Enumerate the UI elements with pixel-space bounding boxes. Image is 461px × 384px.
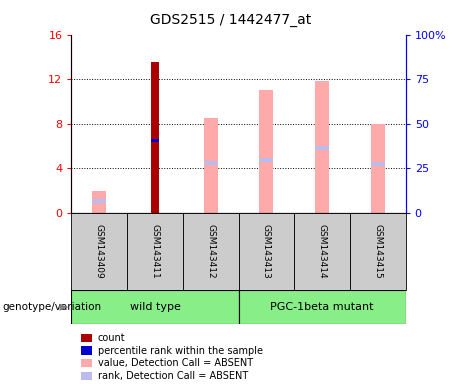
- Text: GSM143412: GSM143412: [206, 224, 215, 279]
- Text: rank, Detection Call = ABSENT: rank, Detection Call = ABSENT: [98, 371, 248, 381]
- FancyBboxPatch shape: [238, 213, 294, 290]
- Bar: [204, 118, 218, 213]
- Text: value, Detection Call = ABSENT: value, Detection Call = ABSENT: [98, 358, 253, 368]
- FancyBboxPatch shape: [71, 290, 238, 324]
- Bar: [92, 199, 106, 203]
- Bar: [260, 90, 273, 213]
- Text: PGC-1beta mutant: PGC-1beta mutant: [270, 302, 374, 312]
- Text: GSM143413: GSM143413: [262, 224, 271, 279]
- Bar: [204, 161, 218, 165]
- Text: GSM143415: GSM143415: [373, 224, 382, 279]
- FancyBboxPatch shape: [183, 213, 238, 290]
- Bar: [315, 81, 329, 213]
- Bar: [315, 146, 329, 151]
- FancyBboxPatch shape: [71, 213, 127, 290]
- Bar: [371, 124, 385, 213]
- Text: GSM143411: GSM143411: [150, 224, 160, 279]
- Bar: [371, 162, 385, 166]
- FancyBboxPatch shape: [350, 213, 406, 290]
- Bar: [151, 139, 159, 142]
- Text: count: count: [98, 333, 125, 343]
- Text: GSM143409: GSM143409: [95, 224, 104, 279]
- FancyBboxPatch shape: [127, 213, 183, 290]
- FancyBboxPatch shape: [294, 213, 350, 290]
- Bar: [151, 63, 159, 213]
- FancyBboxPatch shape: [238, 290, 406, 324]
- Text: GDS2515 / 1442477_at: GDS2515 / 1442477_at: [150, 13, 311, 27]
- Text: wild type: wild type: [130, 302, 180, 312]
- Text: genotype/variation: genotype/variation: [2, 302, 101, 312]
- Bar: [260, 157, 273, 162]
- Bar: [92, 191, 106, 213]
- Text: percentile rank within the sample: percentile rank within the sample: [98, 346, 263, 356]
- Text: GSM143414: GSM143414: [318, 224, 327, 279]
